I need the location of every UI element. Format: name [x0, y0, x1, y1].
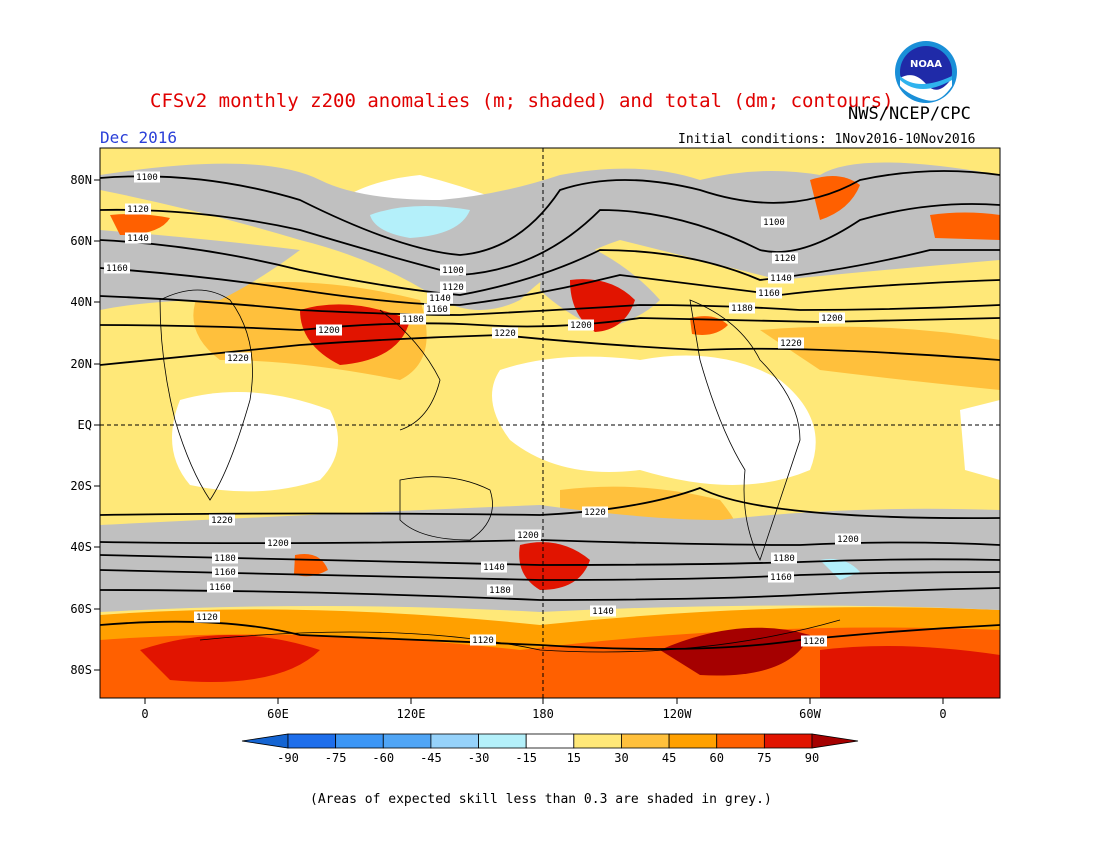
colorbar-label: 75 — [757, 751, 771, 765]
colorbar-label: -90 — [277, 751, 299, 765]
contour-label: 1140 — [592, 607, 614, 617]
noaa-logo: NOAA — [895, 41, 957, 103]
colorbar-label: 45 — [662, 751, 676, 765]
contour-label: 1200 — [267, 539, 289, 549]
lat-label: 80S — [70, 663, 92, 677]
colorbar-label: -75 — [325, 751, 347, 765]
lat-label: 20S — [70, 479, 92, 493]
contour-label: 1120 — [472, 636, 494, 646]
lat-label: EQ — [78, 418, 92, 432]
contour-label: 1220 — [494, 329, 516, 339]
contour-label: 1180 — [402, 315, 424, 325]
contour-label: 1200 — [570, 321, 592, 331]
contour-label: 1160 — [214, 568, 236, 578]
lat-label: 40N — [70, 295, 92, 309]
contour-label: 1200 — [821, 314, 843, 324]
contour-label: 1140 — [770, 274, 792, 284]
contour-label: 1200 — [318, 326, 340, 336]
forecast-month: Dec 2016 — [100, 128, 178, 147]
lat-label: 60N — [70, 234, 92, 248]
colorbar-segment — [763, 733, 813, 749]
initial-conditions: Initial conditions: 1Nov2016-10Nov2016 — [678, 132, 976, 147]
agency-label: NWS/NCEP/CPC — [848, 104, 971, 124]
colorbar-label: -60 — [372, 751, 394, 765]
contour-label: 1160 — [209, 583, 231, 593]
colorbar-segment — [573, 733, 622, 749]
colorbar-label: -45 — [420, 751, 442, 765]
colorbar: -90 -75 -60 -45 -30 -15 15 30 45 60 75 90 — [241, 733, 859, 765]
contour-label: 1220 — [780, 339, 802, 349]
colorbar-label: 90 — [805, 751, 819, 765]
colorbar-segment — [668, 733, 718, 749]
contour-label: 1200 — [837, 535, 859, 545]
contour-label: 1100 — [136, 173, 158, 183]
colorbar-label: -15 — [515, 751, 537, 765]
colorbar-segment — [621, 733, 670, 749]
contour-label: 1140 — [429, 294, 451, 304]
footnote: (Areas of expected skill less than 0.3 a… — [310, 792, 772, 807]
colorbar-label: 15 — [567, 751, 581, 765]
colorbar-segment — [430, 733, 479, 749]
colorbar-label: -30 — [468, 751, 490, 765]
colorbar-segment — [525, 733, 575, 749]
chart-title: CFSv2 monthly z200 anomalies (m; shaded)… — [150, 90, 894, 112]
contour-label: 1180 — [214, 554, 236, 564]
map-frame — [99, 147, 1001, 699]
colorbar-label: 30 — [614, 751, 628, 765]
lat-label: 40S — [70, 540, 92, 554]
contour-label: 1120 — [127, 205, 149, 215]
lon-label: 60W — [799, 707, 821, 721]
contour-label: 1120 — [803, 637, 825, 647]
anomaly-field — [100, 148, 1000, 698]
colorbar-segment — [335, 733, 384, 749]
lon-label: 0 — [141, 707, 148, 721]
longitude-axis: 0 60E 120E 180 120W 60W 0 — [141, 698, 947, 721]
contour-label: 1120 — [774, 254, 796, 264]
colorbar-segment — [241, 733, 289, 749]
lon-label: 0 — [939, 707, 946, 721]
colorbar-segment — [811, 733, 859, 749]
colorbar-segment — [382, 733, 432, 749]
colorbar-segment — [478, 733, 527, 749]
contour-label: 1180 — [489, 586, 511, 596]
contour-label: 1120 — [196, 613, 218, 623]
colorbar-segment — [287, 733, 337, 749]
noaa-logo-text: NOAA — [910, 59, 942, 70]
contour-label: 1100 — [763, 218, 785, 228]
contour-label: 1120 — [442, 283, 464, 293]
contour-label: 1140 — [483, 563, 505, 573]
lon-label: 180 — [532, 707, 554, 721]
contour-label: 1160 — [758, 289, 780, 299]
contour-label: 1160 — [426, 305, 448, 315]
contour-label: 1200 — [517, 531, 539, 541]
lon-label: 60E — [267, 707, 289, 721]
contour-label: 1140 — [127, 234, 149, 244]
contour-label: 1100 — [442, 266, 464, 276]
contour-label: 1220 — [584, 508, 606, 518]
contour-label: 1160 — [106, 264, 128, 274]
colorbar-label: 60 — [710, 751, 724, 765]
contour-label: 1220 — [227, 354, 249, 364]
lat-label: 80N — [70, 173, 92, 187]
colorbar-segment — [716, 733, 765, 749]
contour-label: 1180 — [773, 554, 795, 564]
lat-label: 20N — [70, 357, 92, 371]
contour-label: 1180 — [731, 304, 753, 314]
latitude-axis: 80N 60N 40N 20N EQ 20S 40S 60S 80S — [70, 173, 100, 677]
lon-label: 120E — [397, 707, 426, 721]
lon-label: 120W — [663, 707, 693, 721]
lat-label: 60S — [70, 602, 92, 616]
contour-label: 1160 — [770, 573, 792, 583]
coastlines — [159, 289, 841, 653]
contour-label: 1220 — [211, 516, 233, 526]
